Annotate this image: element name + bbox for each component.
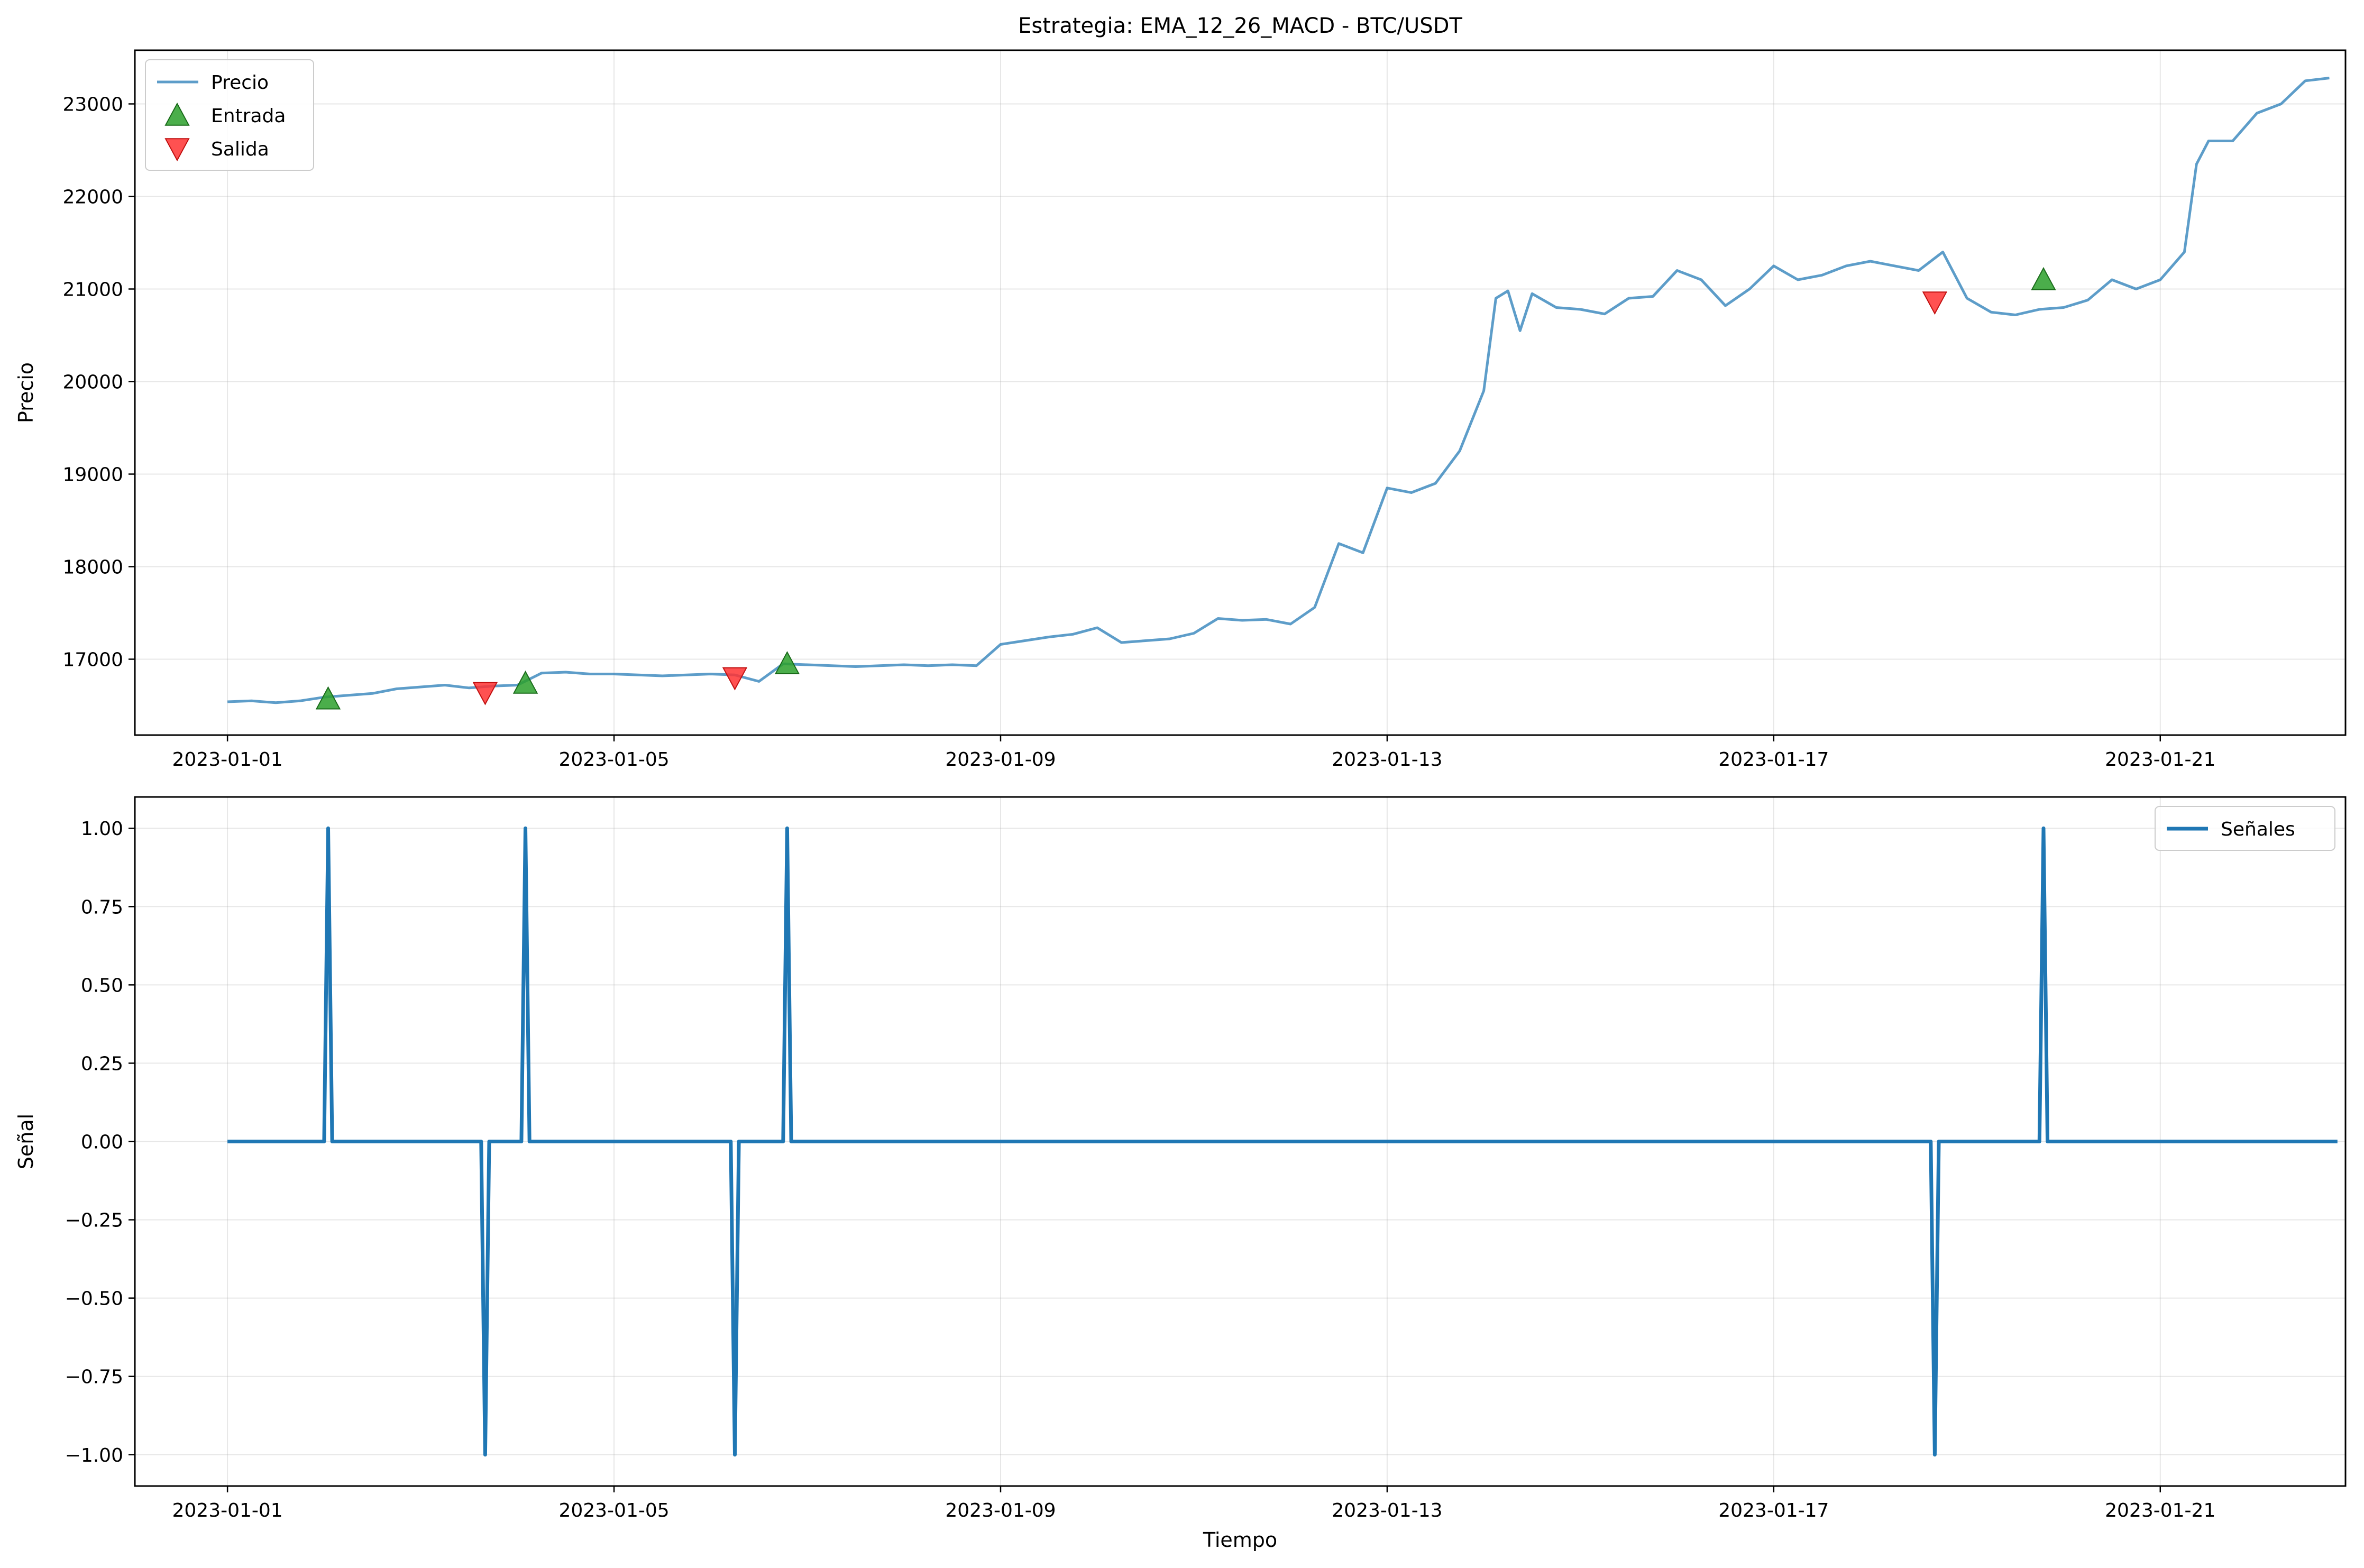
x-tick-label: 2023-01-21	[2105, 749, 2215, 771]
signal-plot	[227, 826, 2338, 1457]
x-tick-label: 2023-01-09	[945, 1500, 1056, 1521]
x-tick-label: 2023-01-01	[172, 749, 283, 771]
y-tick-label: −0.75	[65, 1367, 123, 1388]
signal-line	[227, 826, 2338, 1457]
y-tick-label: 0.00	[81, 1132, 123, 1153]
x-tick-label: 2023-01-21	[2105, 1500, 2215, 1521]
price-y-ticks: 17000 18000 19000 20000 21000 22000 23000	[62, 94, 135, 671]
y-tick-label: 0.50	[81, 975, 123, 996]
y-tick-label: −0.50	[65, 1288, 123, 1310]
price-grid	[135, 50, 2345, 735]
x-tick-label: 2023-01-05	[558, 1500, 669, 1521]
legend-marker-swatch	[164, 102, 190, 126]
legend-label: Señales	[2221, 819, 2295, 840]
signal-x-axis-label: Tiempo	[1203, 1528, 1277, 1552]
x-tick-label: 2023-01-13	[1332, 749, 1442, 771]
figure-title: Estrategia: EMA_12_26_MACD - BTC/USDT	[1018, 14, 1462, 38]
y-tick-label: 23000	[62, 94, 123, 116]
legend-marker-swatch	[164, 138, 190, 162]
y-tick-label: −0.25	[65, 1210, 123, 1232]
legend-label: Precio	[211, 72, 269, 94]
legend-label: Salida	[211, 139, 269, 160]
exit-marker	[472, 682, 498, 705]
x-tick-label: 2023-01-13	[1332, 1500, 1442, 1521]
y-tick-label: 22000	[62, 187, 123, 208]
exit-marker	[722, 667, 748, 691]
signal-y-ticks: −1.00 −0.75 −0.50 −0.25 0.00 0.25 0.50 0.75 1.00	[65, 818, 135, 1466]
y-tick-label: 18000	[62, 557, 123, 579]
y-tick-label: −1.00	[65, 1445, 123, 1466]
legend-box	[2155, 806, 2335, 851]
entry-marker	[774, 651, 800, 674]
price-axes-frame	[134, 49, 2347, 736]
signal-panel: 2023-01-01 2023-01-05 2023-01-09 2023-01-13…	[14, 796, 2347, 1552]
price-panel: 2023-01-01 2023-01-05 2023-01-09 2023-01-13…	[14, 49, 2347, 771]
y-tick-label: 19000	[62, 464, 123, 486]
y-tick-label: 17000	[62, 649, 123, 671]
y-tick-label: 21000	[62, 279, 123, 301]
price-x-ticks: 2023-01-01 2023-01-05 2023-01-09 2023-01-13…	[172, 735, 2215, 771]
price-y-axis-label: Precio	[14, 362, 38, 423]
signal-legend: Señales	[2155, 806, 2335, 851]
y-tick-label: 20000	[62, 372, 123, 393]
legend-label: Entrada	[211, 105, 286, 127]
y-tick-label: 0.25	[81, 1053, 123, 1075]
signal-y-axis-label: Señal	[14, 1114, 38, 1169]
y-tick-label: 1.00	[81, 818, 123, 840]
entry-marker	[2031, 267, 2056, 290]
x-tick-label: 2023-01-17	[1718, 749, 1829, 771]
x-tick-label: 2023-01-09	[945, 749, 1056, 771]
x-tick-label: 2023-01-01	[172, 1500, 283, 1521]
price-line	[227, 77, 2330, 704]
signal-x-ticks: 2023-01-01 2023-01-05 2023-01-09 2023-01-13…	[172, 1486, 2215, 1521]
price-plot	[227, 77, 2330, 710]
legend-box	[145, 59, 314, 171]
price-legend: Precio Entrada Salida	[145, 59, 314, 171]
entry-marker	[512, 670, 538, 694]
x-tick-label: 2023-01-17	[1718, 1500, 1829, 1521]
entry-marker	[315, 686, 341, 710]
x-tick-label: 2023-01-05	[558, 749, 669, 771]
exit-marker	[1922, 291, 1948, 315]
y-tick-label: 0.75	[81, 896, 123, 918]
